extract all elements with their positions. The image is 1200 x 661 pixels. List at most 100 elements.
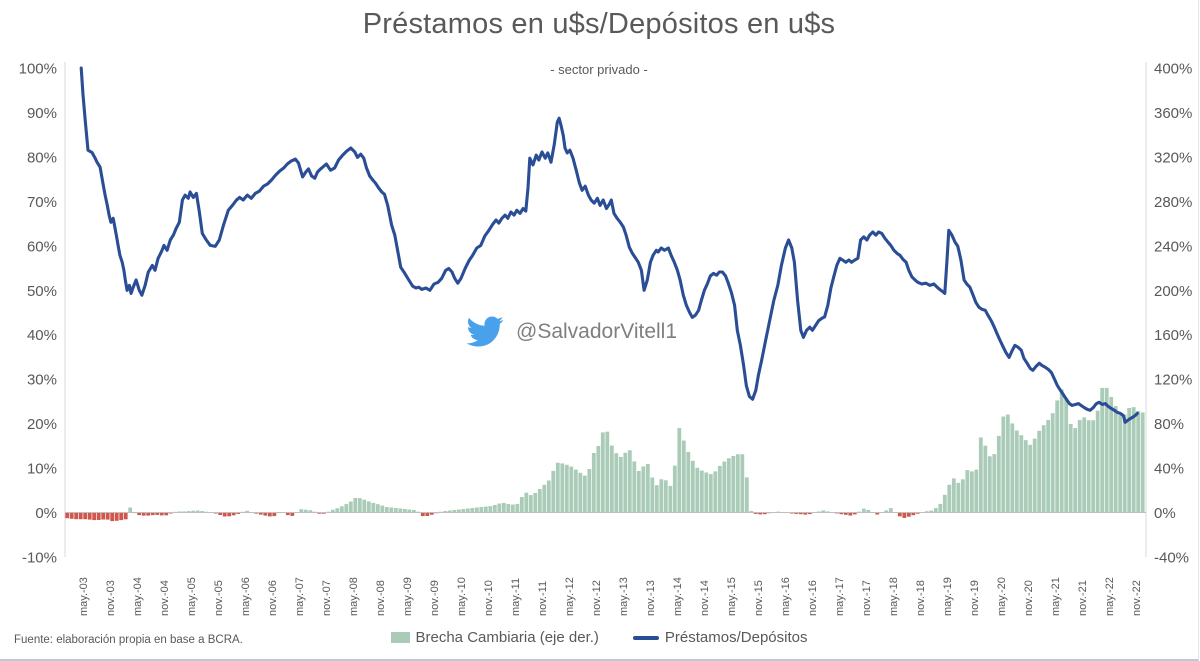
brecha-bar	[753, 512, 758, 514]
brecha-bar	[803, 512, 808, 515]
brecha-bar	[335, 508, 340, 513]
brecha-bar	[897, 512, 902, 517]
x-axis-label: nov.-06	[267, 580, 279, 616]
brecha-bar	[65, 512, 70, 519]
y-axis-right-tick: 120%	[1154, 372, 1192, 389]
x-axis-label: may.-13	[618, 577, 630, 616]
brecha-bar	[488, 506, 493, 513]
brecha-bar	[155, 512, 160, 515]
brecha-bar	[744, 477, 749, 513]
brecha-bar	[411, 510, 416, 513]
brecha-bar	[1104, 387, 1109, 513]
y-axis-left-tick: 0%	[35, 505, 57, 522]
brecha-bar	[632, 461, 637, 513]
brecha-bar	[474, 507, 479, 513]
watermark: @SalvadorVitell1	[463, 313, 677, 350]
y-axis-right-tick: 320%	[1154, 149, 1192, 166]
brecha-bar	[848, 512, 853, 516]
x-axis-label: may.-06	[240, 577, 252, 616]
brecha-bar	[722, 461, 727, 513]
brecha-bar	[1086, 420, 1091, 513]
brecha-bar	[1014, 430, 1019, 513]
brecha-bar	[447, 510, 452, 513]
brecha-bar	[933, 508, 938, 513]
brecha-bar	[704, 472, 709, 513]
brecha-bar	[272, 512, 277, 517]
brecha-bar	[717, 465, 722, 513]
brecha-bar	[816, 511, 821, 513]
brecha-bar	[650, 477, 655, 513]
x-axis-label: nov.-07	[321, 580, 333, 616]
brecha-bar	[825, 511, 830, 513]
brecha-bar	[1140, 412, 1145, 513]
y-axis-left-tick: -10%	[22, 550, 57, 567]
brecha-bar	[267, 512, 272, 517]
y-axis-right-tick: 240%	[1154, 238, 1192, 255]
brecha-bar	[452, 510, 457, 513]
brecha-bar	[1005, 414, 1010, 513]
brecha-bar	[726, 458, 731, 513]
brecha-bar	[366, 501, 371, 513]
legend-bar-label: Brecha Cambiaria (eje der.)	[415, 629, 599, 646]
brecha-bar	[429, 512, 434, 515]
brecha-bar	[254, 512, 259, 514]
brecha-bar	[150, 512, 155, 516]
brecha-bar	[542, 484, 547, 513]
brecha-bar	[618, 456, 623, 513]
brecha-bar	[762, 512, 767, 515]
brecha-bar	[159, 512, 164, 516]
y-axis-left-tick: 60%	[27, 238, 57, 255]
y-axis-left-tick: 10%	[27, 461, 57, 478]
brecha-bar	[1100, 387, 1105, 513]
chart-subtitle: - sector privado -	[550, 62, 648, 77]
brecha-bar	[524, 492, 529, 513]
brecha-bar	[839, 512, 844, 515]
brecha-bar	[690, 460, 695, 513]
brecha-bar	[510, 504, 515, 513]
brecha-bar	[362, 499, 367, 513]
brecha-bar	[740, 454, 745, 513]
x-axis-label: may.-10	[456, 577, 468, 616]
brecha-bar	[182, 511, 187, 513]
brecha-bar	[389, 507, 394, 513]
brecha-bar	[866, 509, 871, 513]
brecha-bar	[807, 512, 812, 515]
brecha-bar	[906, 512, 911, 517]
brecha-bar	[1131, 407, 1136, 513]
brecha-bar	[519, 497, 524, 513]
brecha-bar	[258, 512, 263, 515]
x-axis-label: nov.-12	[591, 580, 603, 616]
x-axis-label: nov.-22	[1131, 580, 1143, 616]
source-note: Fuente: elaboración propia en base a BCR…	[14, 634, 243, 646]
brecha-bar	[582, 475, 587, 513]
x-axis-label: nov.-14	[699, 580, 711, 616]
brecha-bar	[654, 485, 659, 513]
brecha-bar	[407, 509, 412, 513]
brecha-bar	[1091, 420, 1096, 513]
brecha-bar	[1059, 389, 1064, 513]
brecha-bar	[245, 510, 250, 513]
brecha-bar	[695, 467, 700, 513]
brecha-bar	[96, 512, 101, 520]
brecha-bar	[92, 512, 97, 521]
brecha-bar	[191, 510, 196, 513]
brecha-bar	[470, 508, 475, 513]
brecha-bar	[591, 453, 596, 513]
brecha-bar	[794, 512, 799, 514]
x-axis-label: may.-04	[132, 577, 144, 616]
brecha-bar	[987, 456, 992, 513]
brecha-bar	[1037, 430, 1042, 513]
x-axis-label: may.-18	[888, 577, 900, 616]
brecha-bar	[101, 512, 106, 520]
brecha-bar	[87, 512, 92, 520]
brecha-bar	[627, 450, 632, 513]
brecha-bar	[1077, 420, 1082, 513]
legend-item-prestamos: Préstamos/Depósitos	[632, 629, 807, 646]
x-axis-label: may.-09	[402, 577, 414, 616]
brecha-bar	[1041, 425, 1046, 513]
x-axis-label: may.-08	[348, 577, 360, 616]
legend-item-brecha: Brecha Cambiaria (eje der.)	[390, 629, 599, 646]
brecha-bar	[497, 503, 502, 513]
brecha-bar	[1109, 397, 1114, 513]
brecha-bar	[1073, 428, 1078, 513]
